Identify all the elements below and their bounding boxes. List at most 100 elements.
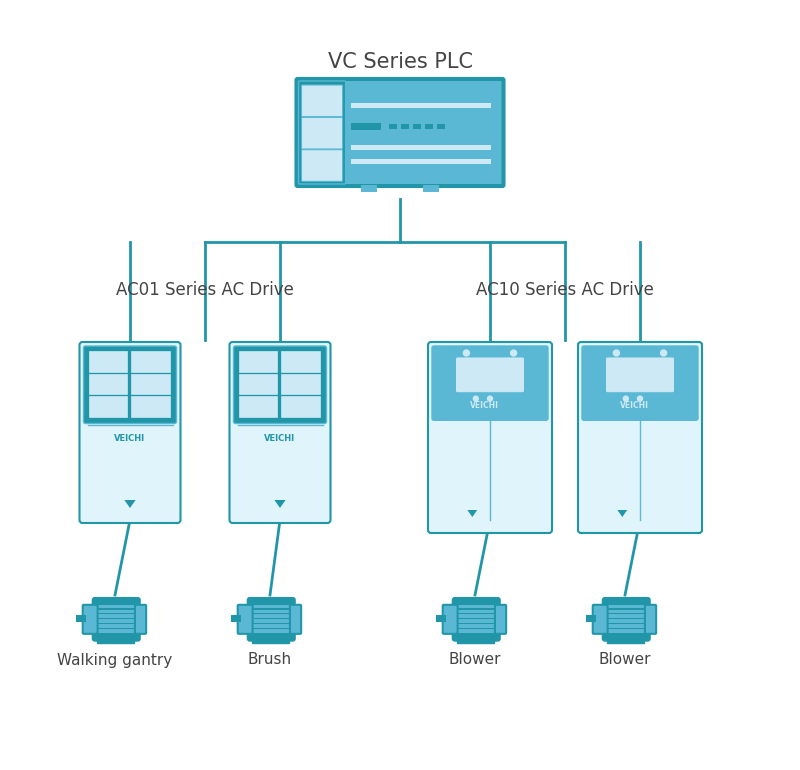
FancyBboxPatch shape: [248, 598, 294, 641]
Text: VEICHI: VEICHI: [620, 401, 649, 410]
Bar: [606, 614, 648, 618]
FancyBboxPatch shape: [606, 358, 674, 392]
Text: VEICHI: VEICHI: [114, 434, 146, 443]
FancyBboxPatch shape: [602, 598, 650, 641]
FancyBboxPatch shape: [350, 159, 490, 164]
Bar: [250, 604, 293, 608]
FancyBboxPatch shape: [607, 637, 644, 643]
FancyBboxPatch shape: [83, 346, 177, 424]
Bar: [96, 610, 138, 613]
FancyBboxPatch shape: [422, 185, 438, 192]
Bar: [96, 604, 138, 608]
FancyBboxPatch shape: [290, 604, 301, 634]
Bar: [606, 619, 648, 623]
Bar: [250, 610, 293, 613]
Text: Blower: Blower: [598, 652, 651, 668]
Text: AC10 Series AC Drive: AC10 Series AC Drive: [476, 281, 654, 299]
Bar: [250, 624, 293, 628]
FancyBboxPatch shape: [593, 604, 608, 634]
FancyBboxPatch shape: [89, 373, 127, 394]
Text: Blower: Blower: [449, 652, 502, 668]
Bar: [250, 619, 293, 623]
FancyBboxPatch shape: [645, 604, 656, 634]
FancyBboxPatch shape: [453, 598, 500, 641]
Bar: [456, 610, 498, 613]
FancyBboxPatch shape: [458, 637, 494, 643]
Bar: [456, 624, 498, 628]
FancyBboxPatch shape: [389, 124, 397, 129]
FancyBboxPatch shape: [582, 346, 698, 420]
Polygon shape: [618, 510, 627, 517]
FancyBboxPatch shape: [238, 604, 253, 634]
Polygon shape: [125, 500, 135, 508]
FancyBboxPatch shape: [302, 117, 342, 149]
FancyBboxPatch shape: [295, 78, 505, 187]
Bar: [606, 629, 648, 632]
FancyBboxPatch shape: [79, 342, 181, 523]
FancyBboxPatch shape: [98, 637, 134, 643]
FancyBboxPatch shape: [93, 598, 140, 641]
Bar: [76, 615, 86, 622]
FancyBboxPatch shape: [238, 396, 277, 417]
Bar: [96, 629, 138, 632]
Circle shape: [463, 350, 470, 356]
FancyBboxPatch shape: [495, 604, 506, 634]
FancyBboxPatch shape: [89, 396, 127, 417]
Bar: [586, 615, 595, 622]
FancyBboxPatch shape: [298, 81, 346, 184]
FancyBboxPatch shape: [432, 346, 548, 420]
FancyBboxPatch shape: [131, 373, 170, 394]
Circle shape: [623, 396, 628, 401]
Circle shape: [661, 350, 666, 356]
FancyBboxPatch shape: [425, 124, 433, 129]
FancyBboxPatch shape: [135, 604, 146, 634]
Circle shape: [510, 350, 517, 356]
FancyBboxPatch shape: [350, 123, 382, 130]
FancyBboxPatch shape: [281, 396, 319, 417]
Bar: [250, 614, 293, 618]
Bar: [231, 615, 241, 622]
FancyBboxPatch shape: [302, 85, 342, 117]
FancyBboxPatch shape: [82, 604, 98, 634]
Bar: [96, 624, 138, 628]
FancyBboxPatch shape: [578, 342, 702, 533]
FancyBboxPatch shape: [457, 358, 523, 392]
Bar: [436, 615, 446, 622]
Circle shape: [638, 396, 642, 401]
Bar: [606, 610, 648, 613]
Bar: [456, 619, 498, 623]
Bar: [250, 629, 293, 632]
FancyBboxPatch shape: [281, 351, 319, 371]
Text: Brush: Brush: [248, 652, 292, 668]
FancyBboxPatch shape: [281, 373, 319, 394]
FancyBboxPatch shape: [437, 124, 445, 129]
FancyBboxPatch shape: [252, 637, 290, 643]
FancyBboxPatch shape: [131, 351, 170, 371]
FancyBboxPatch shape: [413, 124, 421, 129]
FancyBboxPatch shape: [89, 351, 127, 371]
FancyBboxPatch shape: [234, 346, 326, 424]
Bar: [456, 614, 498, 618]
FancyBboxPatch shape: [238, 373, 277, 394]
Bar: [456, 604, 498, 608]
FancyBboxPatch shape: [362, 185, 378, 192]
Circle shape: [614, 350, 619, 356]
Text: VEICHI: VEICHI: [470, 401, 498, 410]
Circle shape: [474, 396, 478, 401]
FancyBboxPatch shape: [131, 396, 170, 417]
Text: Walking gantry: Walking gantry: [58, 652, 173, 668]
FancyBboxPatch shape: [302, 149, 342, 181]
FancyBboxPatch shape: [428, 342, 552, 533]
Bar: [606, 604, 648, 608]
FancyBboxPatch shape: [350, 146, 490, 150]
FancyBboxPatch shape: [401, 124, 409, 129]
FancyBboxPatch shape: [346, 81, 502, 184]
Polygon shape: [274, 500, 286, 508]
FancyBboxPatch shape: [350, 103, 490, 109]
Bar: [606, 624, 648, 628]
Bar: [96, 619, 138, 623]
Text: AC01 Series AC Drive: AC01 Series AC Drive: [116, 281, 294, 299]
FancyBboxPatch shape: [442, 604, 458, 634]
FancyBboxPatch shape: [230, 342, 330, 523]
Bar: [96, 614, 138, 618]
